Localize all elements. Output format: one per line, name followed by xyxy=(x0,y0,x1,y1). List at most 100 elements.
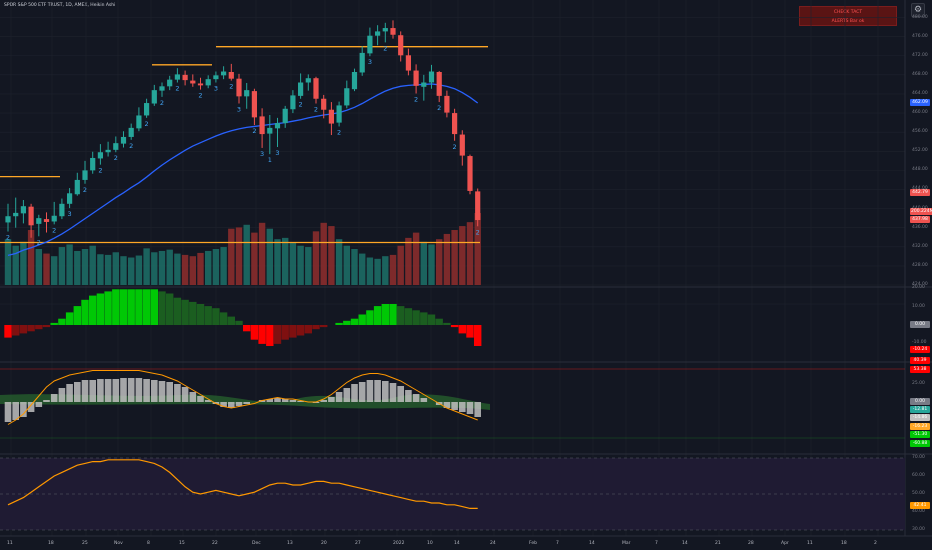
oscillator-bar xyxy=(127,289,135,325)
volume-bar xyxy=(43,253,50,285)
volume-bar xyxy=(66,244,73,285)
oscillator-bar xyxy=(35,325,43,330)
time-axis-label: 8 xyxy=(147,541,150,546)
osc2-tag: 40.39 xyxy=(910,357,930,364)
candle-body xyxy=(467,156,473,191)
macd-histogram-bar xyxy=(151,380,158,402)
candle-body xyxy=(51,215,57,222)
price-axis-label: 428.00 xyxy=(912,262,928,268)
time-axis-label: 14 xyxy=(682,541,688,546)
time-axis-label: Nov xyxy=(114,541,123,546)
candle-body xyxy=(197,83,204,86)
candle-body xyxy=(213,75,219,80)
price-axis-label: 448.00 xyxy=(912,167,928,173)
volume-bar xyxy=(243,224,250,285)
time-axis-label: 7 xyxy=(556,541,559,546)
volume-bar xyxy=(474,213,481,285)
td-count-label: 2 xyxy=(314,106,318,114)
osc1-tag: -10.24 xyxy=(910,346,930,353)
td-count-label: 2 xyxy=(299,101,303,109)
macd-histogram-bar xyxy=(412,394,420,402)
volume-bar xyxy=(128,257,135,285)
volume-bar xyxy=(312,231,320,285)
volume-bar xyxy=(412,232,420,285)
oscillator-bar xyxy=(427,314,436,325)
macd-histogram-bar xyxy=(228,402,235,408)
volume-bar xyxy=(20,241,27,285)
candle-body xyxy=(305,78,311,83)
osc1-axis-label: 20.00 xyxy=(912,285,925,290)
volume-bar xyxy=(405,237,412,285)
volume-bar xyxy=(151,252,158,285)
oscillator-bar xyxy=(273,325,282,344)
time-axis-label: 13 xyxy=(287,541,293,546)
time-axis-label: 14 xyxy=(454,541,460,546)
td-count-label: 2 xyxy=(476,228,480,236)
macd-histogram-bar xyxy=(235,402,243,406)
time-axis-label: 14 xyxy=(589,541,595,546)
osc2-tag: -51.30 xyxy=(910,431,930,438)
macd-histogram-bar xyxy=(366,380,374,402)
time-axis-label: 15 xyxy=(179,541,185,546)
oscillator-bar xyxy=(27,325,35,332)
td-count-label: 3 xyxy=(275,149,279,157)
candle-body xyxy=(74,179,80,195)
oscillator-bar xyxy=(204,306,212,325)
alert-box[interactable]: CHECK TACT ALERTS Bar ok xyxy=(799,6,897,26)
oscillator-bar xyxy=(19,325,28,334)
macd-histogram-bar xyxy=(143,379,150,402)
macd-histogram-bar xyxy=(328,397,335,402)
td-count-label: 2 xyxy=(37,238,41,246)
gear-icon[interactable]: ⚙ xyxy=(911,3,925,17)
candle-body xyxy=(251,91,257,118)
macd-histogram-bar xyxy=(266,399,274,402)
oscillator-bar xyxy=(366,310,374,325)
oscillator-bar xyxy=(443,322,451,325)
candle-body xyxy=(298,82,304,96)
volume-bar xyxy=(328,226,335,285)
macd-histogram-bar xyxy=(89,380,96,402)
macd-histogram-bar xyxy=(289,400,297,402)
macd-histogram-bar xyxy=(204,400,212,402)
macd-histogram-bar xyxy=(220,402,227,407)
oscillator-bar xyxy=(142,289,151,325)
candle-body xyxy=(313,78,319,99)
oscillator-bar xyxy=(196,304,205,325)
macd-histogram-bar xyxy=(197,396,204,402)
macd-histogram-bar xyxy=(451,402,458,410)
oscillator-bar xyxy=(358,314,366,325)
volume-bar xyxy=(112,252,119,285)
moving-average-line xyxy=(7,83,479,257)
time-axis-label: 20 xyxy=(321,541,327,546)
volume-bar xyxy=(305,247,312,285)
candle-body xyxy=(205,79,211,86)
td-count-label: 2 xyxy=(52,226,56,234)
oscillator-bar xyxy=(58,318,66,325)
price-tag: 437.98 xyxy=(910,216,930,223)
volume-bar xyxy=(135,255,143,285)
candle-body xyxy=(43,219,50,222)
macd-histogram-bar xyxy=(443,402,451,408)
td-count-label: 2 xyxy=(83,186,87,194)
volume-bar xyxy=(197,252,204,285)
macd-histogram-bar xyxy=(181,387,189,402)
td-count-label: 2 xyxy=(383,44,387,52)
oscillator-bar xyxy=(474,325,482,346)
td-count-label: 2 xyxy=(437,104,441,112)
oscillator-bar xyxy=(335,322,343,325)
volume-bar xyxy=(4,239,12,285)
candle-body xyxy=(344,88,350,106)
macd-histogram-bar xyxy=(459,402,466,412)
macd-histogram-bar xyxy=(466,402,474,414)
volume-bar xyxy=(297,245,304,285)
candle-body xyxy=(452,113,458,135)
oscillator-bar xyxy=(65,312,74,325)
oscillator-bar xyxy=(81,299,89,325)
price-axis-label: 432.00 xyxy=(912,243,928,249)
oscillator-bar xyxy=(343,320,351,325)
macd-histogram-bar xyxy=(174,384,181,402)
macd-histogram-bar xyxy=(405,390,412,402)
candle-body xyxy=(151,90,157,104)
td-count-label: 2 xyxy=(414,95,418,103)
